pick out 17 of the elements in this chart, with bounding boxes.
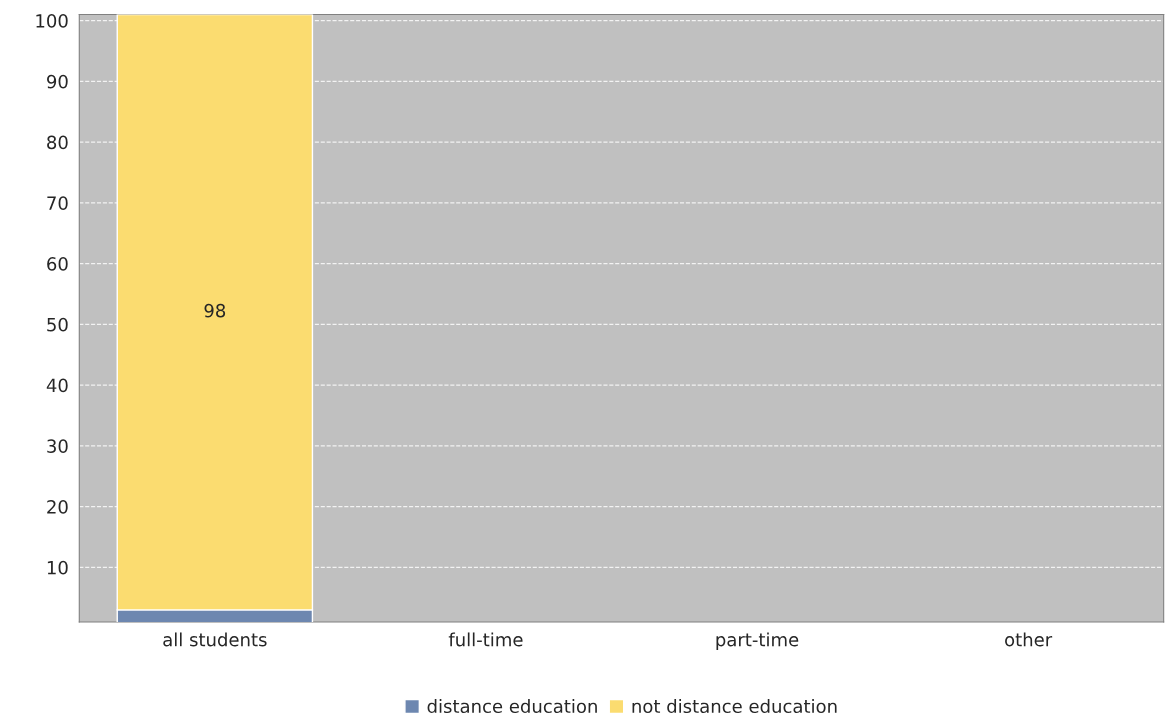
x-tick-label: other xyxy=(1005,632,1053,647)
y-tick-label: 90 xyxy=(47,74,68,89)
y-tick-label: 50 xyxy=(47,317,68,332)
data-label: 98 xyxy=(204,303,226,318)
y-tick-label: 70 xyxy=(47,196,68,210)
legend-label: not distance education xyxy=(632,699,837,714)
y-tick-label: 10 xyxy=(47,560,68,575)
x-tick-label: all students xyxy=(163,632,267,647)
y-tick-label: 60 xyxy=(47,257,68,271)
x-tick-label: part-time xyxy=(716,632,799,650)
legend-label: distance education xyxy=(427,699,597,714)
y-tick-label: 20 xyxy=(47,500,68,514)
y-tick-label: 100 xyxy=(36,14,68,28)
y-tick-label: 30 xyxy=(47,439,68,453)
y-tick-label: 40 xyxy=(46,378,68,393)
y-tick-label: 80 xyxy=(47,135,68,150)
x-tick-label: full-time xyxy=(448,632,523,647)
